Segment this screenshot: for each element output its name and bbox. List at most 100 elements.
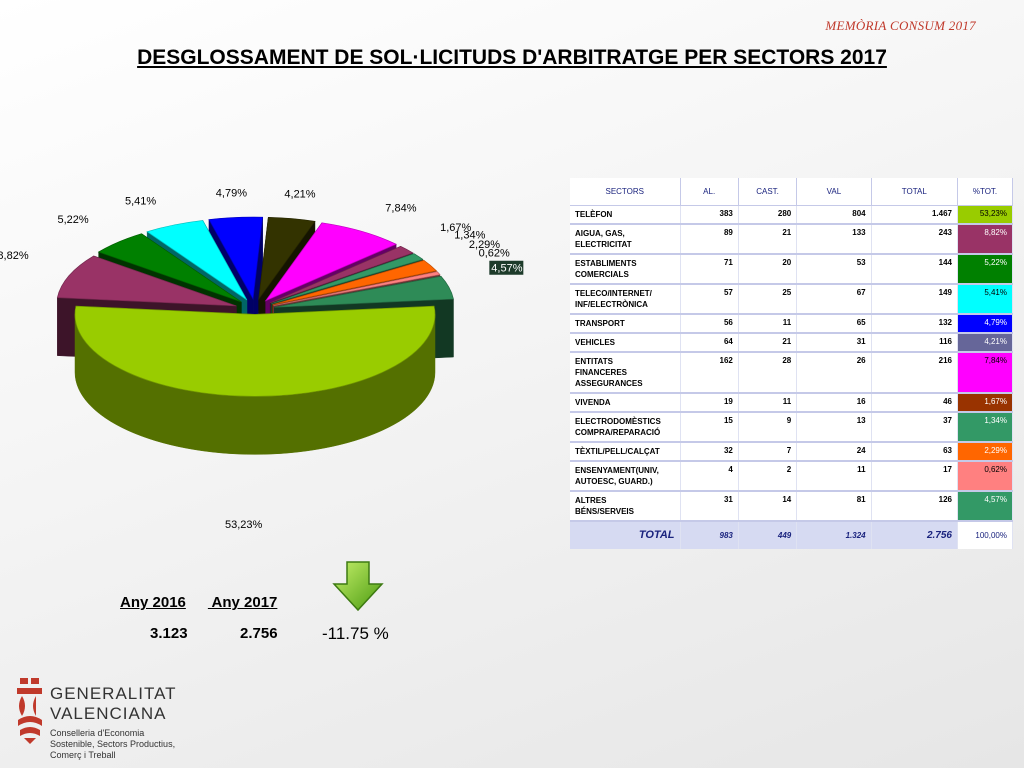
col-header-pct: %TOT. (957, 178, 1013, 206)
value-al: 71 (680, 253, 739, 285)
value-al: 64 (680, 332, 739, 353)
logo-name-line1: GENERALITAT (50, 684, 177, 703)
value-pct: 7,84% (957, 351, 1013, 394)
value-pct: 5,41% (957, 283, 1013, 315)
value-cast: 21 (738, 332, 798, 353)
value-val: 133 (796, 223, 872, 255)
slice-label: 2,29% (469, 239, 500, 251)
slice-label: 4,21% (284, 189, 315, 201)
year-headers: Any 2016 Any 2017 (120, 594, 299, 611)
value-cast: 9 (738, 411, 798, 443)
slice-label: 5,22% (57, 214, 88, 226)
value-cast: 280 (738, 205, 798, 225)
col-header-cast: CAST. (738, 178, 798, 206)
value-val: 65 (796, 313, 872, 334)
generalitat-logo (17, 678, 42, 744)
value-cast: 11 (738, 313, 798, 334)
arrow-down-icon (332, 561, 384, 612)
logo-sub-line3: Comerç i Treball (50, 750, 116, 760)
value-cast: 28 (738, 351, 798, 394)
slice-label: 1,34% (454, 229, 485, 241)
value-val: 81 (796, 490, 872, 522)
sector-name: VIVENDA (570, 392, 681, 413)
year-2017-label: Any 2017 (211, 594, 278, 611)
value-pct: 53,23% (957, 205, 1013, 225)
value-val: 31 (796, 332, 872, 353)
sector-name: TELÈFON (570, 205, 681, 225)
sector-name: ESTABLIMENTS COMERCIALS (570, 253, 681, 285)
slice-label: 5,41% (125, 196, 156, 208)
value-total: 132 (871, 313, 959, 334)
change-percentage: -11.75 % (322, 624, 389, 643)
value-cast: 7 (738, 441, 798, 462)
value-total: 37 (871, 411, 959, 443)
value-total: 116 (871, 332, 959, 353)
value-val: 16 (796, 392, 872, 413)
value-cast: 14 (738, 490, 798, 522)
slice-label: 4,79% (216, 187, 247, 199)
value-cast: 20 (738, 253, 798, 285)
col-header-total: TOTAL (871, 178, 959, 206)
value-total: 216 (871, 351, 959, 394)
value-al: 32 (680, 441, 739, 462)
value-pct: 8,82% (957, 223, 1013, 255)
value-cast: 11 (738, 392, 798, 413)
value-val: 804 (796, 205, 872, 225)
value-pct: 1,34% (957, 411, 1013, 443)
sector-name: ENTITATS FINANCERES ASSEGURANCES (570, 351, 681, 394)
pie-chart: 53,23% 8,82% 5,22% 5,41% 4,79% 4,21% 7,84% 1,67… (0, 187, 524, 531)
value-pct: 4,79% (957, 313, 1013, 334)
value-pct: 0,62% (957, 460, 1013, 492)
value-val: 67 (796, 283, 872, 315)
logo-name: GENERALITAT VALENCIANA (50, 684, 177, 724)
table-header-row: SECTORS AL. CAST. VAL TOTAL %TOT. (570, 178, 1013, 206)
total-pct: 100,00% (957, 520, 1013, 549)
col-header-al: AL. (680, 178, 739, 206)
col-header-sectors: SECTORS (570, 178, 681, 206)
value-al: 56 (680, 313, 739, 334)
total-label: TOTAL (570, 520, 681, 549)
table-row: TRANSPORT 56 11 65 132 4,79% (570, 313, 1013, 334)
value-al: 31 (680, 490, 739, 522)
logo-name-line2: VALENCIANA (50, 704, 167, 723)
value-total: 144 (871, 253, 959, 285)
value-pct: 1,67% (957, 392, 1013, 413)
table-row: AIGUA, GAS, ELECTRICITAT 89 21 133 243 8,82% (570, 223, 1013, 255)
logo-sub-line2: Sostenible, Sectors Productius, (50, 739, 176, 749)
value-total: 126 (871, 490, 959, 522)
value-val: 26 (796, 351, 872, 394)
slice-label: 4,57% (491, 263, 522, 275)
sector-name: TÈXTIL/PELL/CALÇAT (570, 441, 681, 462)
value-al: 162 (680, 351, 739, 394)
value-al: 19 (680, 392, 739, 413)
year-comparison: Any 2016 Any 2017 3.123 2.756 (120, 594, 299, 642)
table-row: ENSENYAMENT(UNIV, AUTOESC, GUARD.) 4 2 11 17… (570, 460, 1013, 492)
logo-subtitle: Conselleria d'Economia Sostenible, Secto… (50, 728, 175, 761)
slice-label: 53,23% (225, 519, 263, 531)
table-row: ENTITATS FINANCERES ASSEGURANCES 162 28 26 2… (570, 351, 1013, 394)
year-2016-label: Any 2016 (120, 594, 186, 611)
value-cast: 21 (738, 223, 798, 255)
total-cast: 449 (738, 520, 798, 549)
page-title: DESGLOSSAMENT DE SOL·LICITUDS D'ARBITRAT… (137, 46, 887, 69)
table-row: ELECTRODOMÈSTICS COMPRA/REPARACIÓ 15 9 13 37… (570, 411, 1013, 443)
table-row: ALTRES BÉNS/SERVEIS 31 14 81 126 4,57% (570, 490, 1013, 522)
logo-sub-line1: Conselleria d'Economia (50, 728, 145, 738)
slice-label: 1,67% (440, 222, 471, 234)
sector-name: ENSENYAMENT(UNIV, AUTOESC, GUARD.) (570, 460, 681, 492)
table-row: TÈXTIL/PELL/CALÇAT 32 7 24 63 2,29% (570, 441, 1013, 462)
value-cast: 25 (738, 283, 798, 315)
table-row: VIVENDA 19 11 16 46 1,67% (570, 392, 1013, 413)
value-pct: 5,22% (957, 253, 1013, 285)
value-val: 11 (796, 460, 872, 492)
value-val: 24 (796, 441, 872, 462)
total-total: 2.756 (871, 520, 959, 549)
year-2016-value: 3.123 (150, 625, 188, 642)
value-pct: 2,29% (957, 441, 1013, 462)
col-header-val: VAL (796, 178, 872, 206)
value-al: 89 (680, 223, 739, 255)
report-header: MEMÒRIA CONSUM 2017 (825, 18, 976, 33)
slice-label-box (489, 260, 524, 275)
table-row: TELECO/INTERNET/ INF/ELECTRÒNICA 57 25 67 14… (570, 283, 1013, 315)
slice-label: 7,84% (385, 203, 416, 215)
